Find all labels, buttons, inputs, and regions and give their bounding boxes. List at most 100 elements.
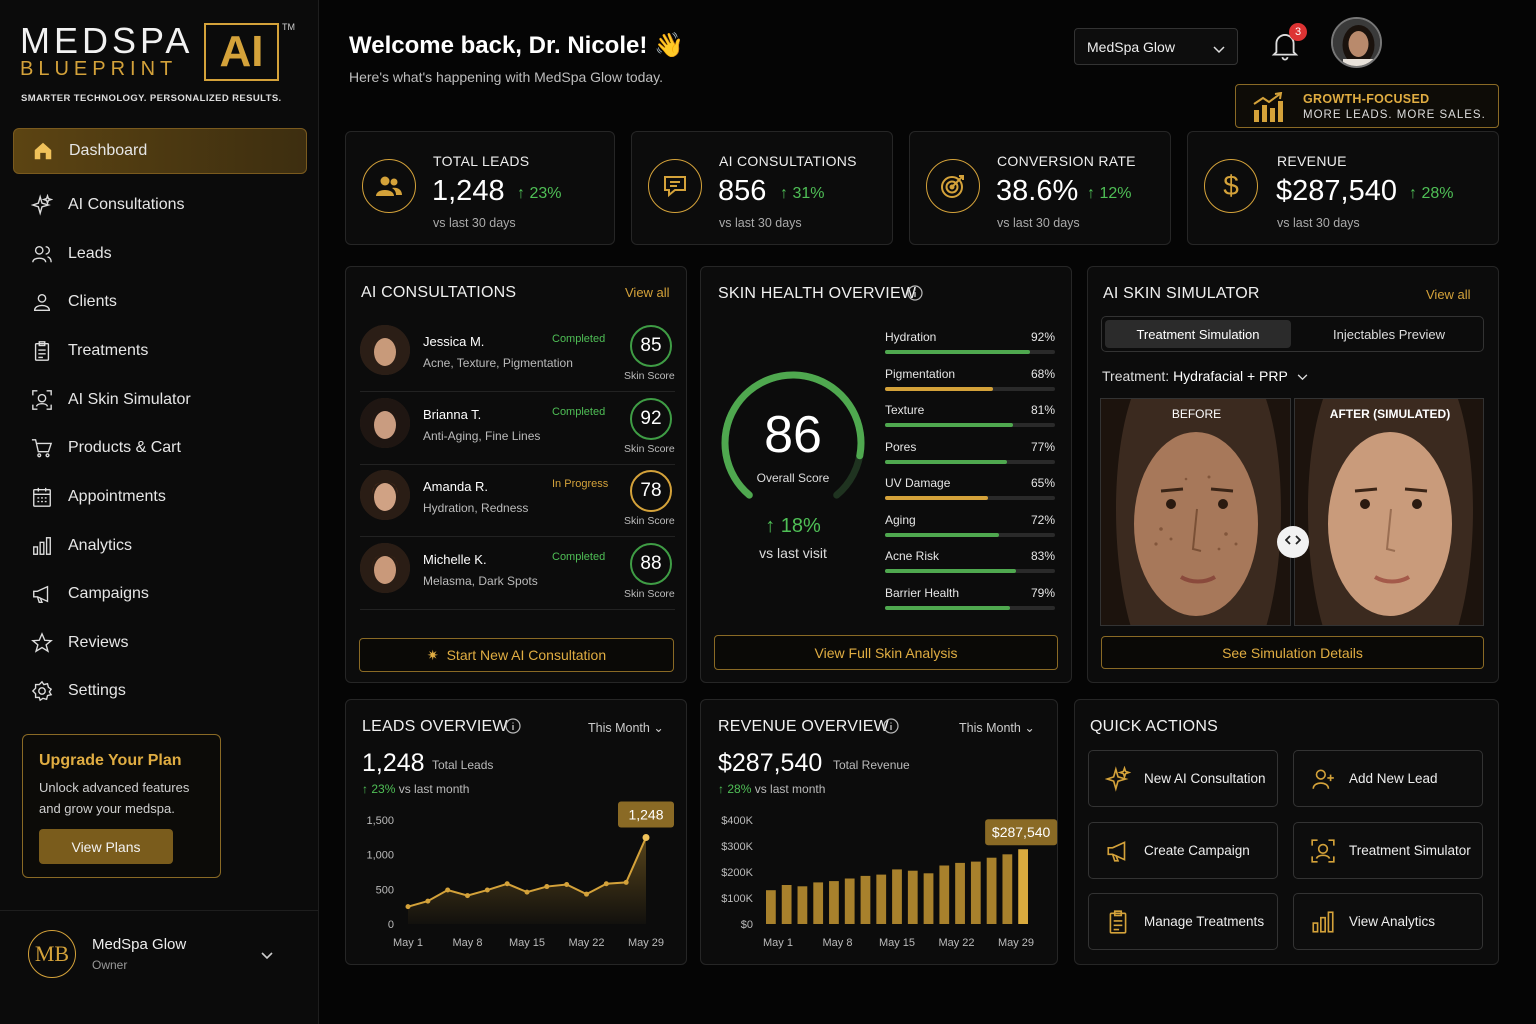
view-all-link[interactable]: View all: [625, 285, 670, 300]
growth-title: GROWTH-FOCUSED: [1303, 92, 1430, 106]
dollar-icon: $: [1204, 159, 1258, 213]
y-tick-label: 1,000: [366, 850, 394, 862]
compare-slider-handle[interactable]: [1277, 526, 1309, 558]
account-switcher[interactable]: MB MedSpa Glow Owner: [0, 910, 318, 1024]
avatar[interactable]: [1331, 17, 1382, 68]
sidebar-item-reviews[interactable]: Reviews: [13, 620, 307, 666]
y-tick-label: $300K: [721, 841, 753, 853]
metric-percent: 79%: [1030, 585, 1055, 600]
metric-percent: 81%: [1030, 403, 1055, 417]
panel-title: REVENUE OVERVIEW: [718, 718, 889, 735]
create-campaign-button[interactable]: Create Campaign: [1088, 822, 1278, 879]
info-icon[interactable]: [883, 718, 899, 739]
treatment-select[interactable]: Treatment: Hydrafacial + PRP: [1102, 368, 1308, 384]
panel-title: SKIN HEALTH OVERVIEW: [718, 285, 917, 302]
client-photo: [360, 470, 410, 520]
sidebar-item-settings[interactable]: Settings: [13, 668, 307, 714]
quick-action-label: Manage Treatments: [1144, 914, 1265, 929]
upgrade-title: Upgrade Your Plan: [39, 752, 182, 769]
client-concerns: Melasma, Dark Spots: [423, 574, 538, 588]
brand-logo[interactable]: MEDSPA BLUEPRINT AI TM SMARTER TECHNOLOG…: [20, 20, 300, 112]
stat-card-revenue[interactable]: $ REVENUE $287,540 ↑ 28% vs last 30 days: [1187, 131, 1499, 245]
list-item[interactable]: Brianna T. Anti-Aging, Fine Lines Comple…: [360, 393, 675, 465]
stat-delta-value: 23%: [529, 185, 562, 202]
stat-title: REVENUE: [1277, 153, 1347, 169]
period-select[interactable]: This Month ⌄: [588, 720, 664, 735]
target-icon: [926, 159, 980, 213]
stat-card-ai-consultations[interactable]: AI CONSULTATIONS 856 ↑ 31% vs last 30 da…: [631, 131, 893, 245]
trademark: TM: [282, 22, 295, 32]
gauge-fill: [721, 371, 865, 499]
button-label: Start New AI Consultation: [446, 647, 607, 663]
treatment-simulator-button[interactable]: Treatment Simulator: [1293, 822, 1483, 879]
tab-treatment-simulation[interactable]: Treatment Simulation: [1105, 320, 1291, 348]
start-new-consultation-button[interactable]: ✷ Start New AI Consultation: [359, 638, 674, 672]
data-point: [623, 879, 629, 885]
panel-title: LEADS OVERVIEW: [362, 718, 508, 735]
new-ai-consultation-button[interactable]: New AI Consultation: [1088, 750, 1278, 807]
y-tick-label: $100K: [721, 893, 753, 905]
client-concerns: Acne, Texture, Pigmentation: [423, 356, 573, 370]
sidebar-item-ai-consultations[interactable]: AI Consultations: [13, 182, 307, 228]
stat-value: 1,248: [432, 175, 505, 207]
stat-delta-value: 31%: [792, 185, 825, 202]
data-point: [425, 898, 431, 904]
status-badge: Completed: [552, 406, 606, 418]
x-tick-label: May 22: [568, 937, 604, 949]
face-scan-icon: [30, 388, 54, 412]
add-new-lead-button[interactable]: Add New Lead: [1293, 750, 1483, 807]
metric-name: Pores: [885, 439, 917, 454]
stat-card-conversion-rate[interactable]: CONVERSION RATE 38.6% ↑ 12% vs last 30 d…: [909, 131, 1171, 245]
chevron-down-icon[interactable]: [260, 948, 274, 966]
tab-injectables-preview[interactable]: Injectables Preview: [1333, 326, 1445, 342]
value-callout: [618, 801, 674, 828]
metric-track: [885, 605, 1055, 610]
view-full-skin-analysis-button[interactable]: View Full Skin Analysis: [714, 635, 1058, 670]
data-point: [603, 881, 609, 887]
period-select[interactable]: This Month ⌄: [959, 720, 1035, 735]
manage-treatments-button[interactable]: Manage Treatments: [1088, 893, 1278, 950]
page-subtitle: Here's what's happening with MedSpa Glow…: [349, 69, 664, 85]
sparkle-icon: [1104, 765, 1132, 792]
metric-track: [885, 569, 1055, 573]
sidebar-item-label: AI Skin Simulator: [68, 391, 191, 408]
score-delta: ↑ 18%: [765, 515, 821, 537]
chevron-down-icon: [1297, 368, 1308, 384]
list-item[interactable]: Jessica M. Acne, Texture, Pigmentation C…: [360, 320, 675, 392]
stat-card-total-leads[interactable]: TOTAL LEADS 1,248 ↑ 23% vs last 30 days: [345, 131, 615, 245]
period-select-value: This Month: [588, 721, 650, 735]
info-icon[interactable]: [907, 285, 923, 306]
megaphone-icon: [30, 582, 54, 606]
leads-delta-value: 23%: [371, 782, 396, 796]
gear-icon: [30, 679, 54, 703]
metric-name: Acne Risk: [885, 549, 940, 563]
bar-chart-icon: [1310, 909, 1336, 935]
view-analytics-button[interactable]: View Analytics: [1293, 893, 1483, 950]
list-item[interactable]: Amanda R. Hydration, Redness In Progress…: [360, 465, 675, 537]
sidebar-item-analytics[interactable]: Analytics: [13, 523, 307, 569]
sidebar-item-campaigns[interactable]: Campaigns: [13, 571, 307, 617]
leads-delta: ↑ 23% vs last month: [362, 782, 470, 796]
see-simulation-details-button[interactable]: See Simulation Details: [1101, 636, 1484, 669]
sidebar-item-dashboard[interactable]: Dashboard: [13, 128, 307, 174]
spa-select[interactable]: MedSpa Glow: [1074, 28, 1238, 65]
list-item[interactable]: Michelle K. Melasma, Dark Spots Complete…: [360, 538, 675, 610]
view-plans-button[interactable]: View Plans: [39, 829, 173, 864]
sidebar-item-leads[interactable]: Leads: [13, 231, 307, 277]
quick-action-label: Create Campaign: [1144, 843, 1250, 858]
total-leads-label: Total Leads: [432, 758, 494, 772]
sidebar-item-label: Dashboard: [69, 142, 148, 159]
skin-score-label: Skin Score: [624, 443, 675, 455]
sidebar-item-products-cart[interactable]: Products & Cart: [13, 425, 307, 471]
sidebar-item-treatments[interactable]: Treatments: [13, 328, 307, 374]
view-all-link[interactable]: View all: [1426, 287, 1471, 302]
skin-score-ring: 78: [630, 470, 672, 512]
info-icon[interactable]: [505, 718, 521, 739]
sidebar-item-appointments[interactable]: Appointments: [13, 474, 307, 520]
metric-track: [885, 386, 1055, 391]
quick-action-label: New AI Consultation: [1144, 771, 1266, 786]
sidebar-item-ai-skin-simulator[interactable]: AI Skin Simulator: [13, 377, 307, 423]
bar: [907, 870, 918, 924]
bell-icon[interactable]: [1270, 30, 1300, 62]
sidebar-item-clients[interactable]: Clients: [13, 279, 307, 325]
